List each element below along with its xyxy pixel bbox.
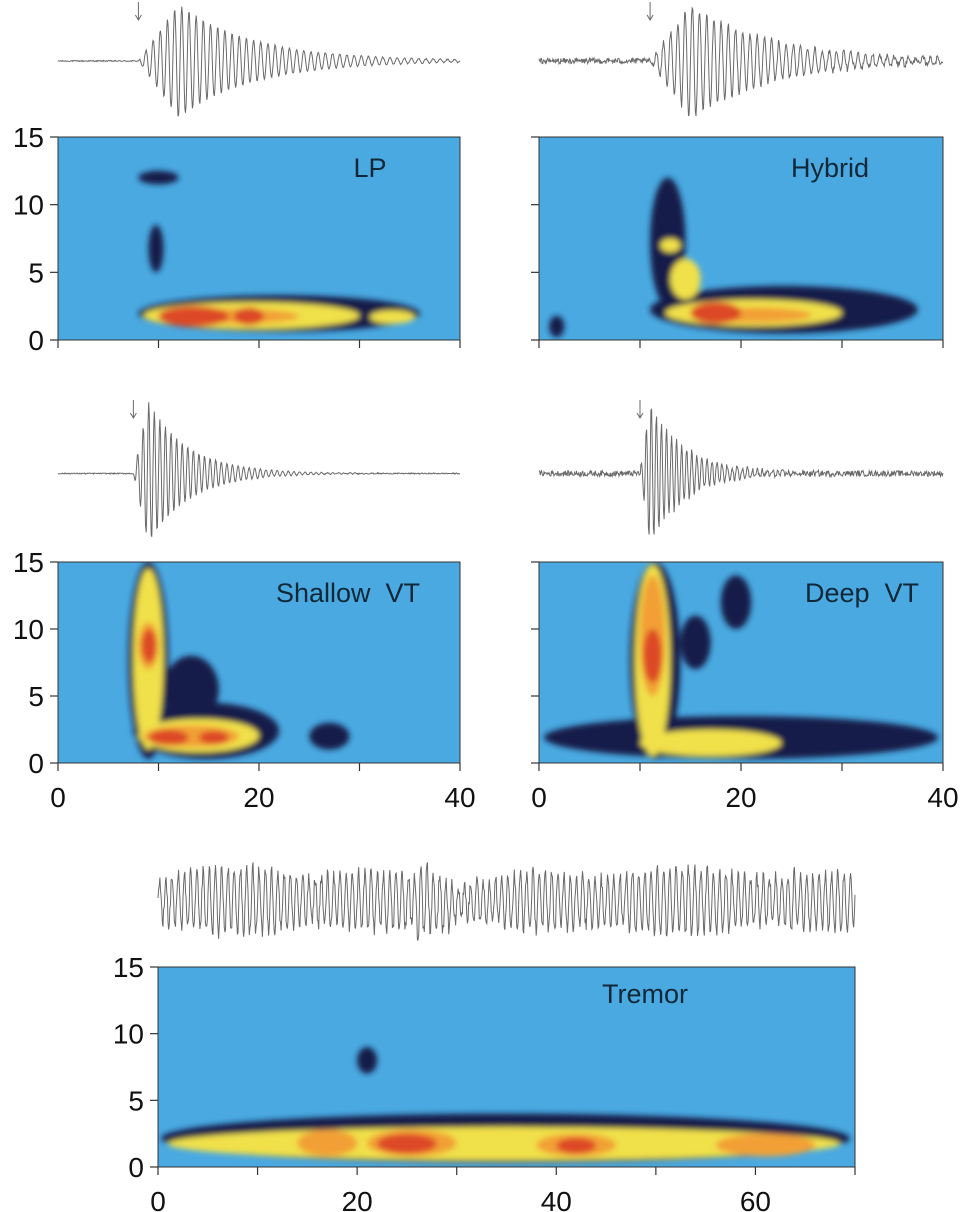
tremor-contour-level-1: [357, 1047, 377, 1074]
tremor-contour-level-3: [716, 1134, 816, 1157]
tremor-ytick-label: 10: [113, 1019, 144, 1050]
panel-lp: 0 5 10 15 LP: [13, 2, 460, 356]
lp-contour-level-2: [370, 310, 415, 324]
tremor-contour-level-4: [556, 1138, 596, 1154]
deep-vt-waveform: [539, 409, 943, 535]
lp-ytick-label: 0: [28, 325, 44, 356]
shallow-vt-xtick-label: 40: [444, 782, 475, 813]
tremor-waveform: [158, 862, 855, 940]
hybrid-contour-level-2: [660, 239, 680, 253]
tremor-xtick-label: 20: [342, 1186, 373, 1212]
lp-contour-level-1: [138, 171, 178, 185]
hybrid-contour-level-1: [549, 316, 564, 338]
tremor-xtick-label: 60: [740, 1186, 771, 1212]
hybrid-waveform: [539, 8, 943, 116]
shallow-vt-contour-level-1: [164, 656, 219, 723]
lp-ytick-label: 10: [13, 190, 44, 221]
hybrid-contour-level-4: [691, 302, 742, 324]
shallow-vt-xtick-label: 0: [50, 782, 66, 813]
tremor-contour-level-4: [377, 1134, 437, 1154]
tremor-ytick-label: 15: [113, 952, 144, 983]
panel-hybrid-title: Hybrid: [791, 153, 869, 183]
panel-deep-vt: 0 20 40 Deep VT: [531, 400, 959, 813]
shallow-vt-ytick-label: 5: [28, 681, 44, 712]
lp-waveform: [58, 7, 460, 117]
tremor-ytick-label: 5: [128, 1085, 144, 1116]
shallow-vt-ytick-label: 10: [13, 614, 44, 645]
shallow-vt-waveform: [58, 402, 460, 536]
deep-vt-contour-level-1: [721, 575, 751, 629]
deep-vt-contour-level-1: [680, 616, 710, 670]
tremor-xtick-label: 0: [150, 1186, 166, 1212]
deep-vt-xtick-label: 40: [927, 782, 958, 813]
tremor-ytick-label: 0: [128, 1152, 144, 1183]
panel-tremor-title: Tremor: [602, 979, 688, 1009]
hybrid-contour-level-2: [670, 259, 700, 300]
shallow-vt-contour-level-1: [309, 723, 349, 750]
shallow-vt-contour-level-4: [142, 629, 157, 663]
shallow-vt-contour-level-4: [199, 731, 229, 744]
shallow-vt-xtick-label: 20: [243, 782, 274, 813]
panel-shallow-vt-title: Shallow VT: [276, 578, 420, 608]
panel-lp-title: LP: [353, 153, 386, 183]
lp-contour-level-4: [234, 308, 264, 326]
deep-vt-xtick-label: 0: [531, 782, 547, 813]
shallow-vt-contour-level-4: [149, 730, 189, 746]
panel-shallow-vt: 0 20 40 0 5 10 15 Shallow VT: [13, 400, 476, 813]
deep-vt-contour-level-4: [643, 629, 662, 683]
lp-contour-level-4: [159, 306, 229, 326]
panel-deep-vt-title: Deep VT: [805, 578, 919, 608]
shallow-vt-ytick-label: 15: [13, 547, 44, 578]
tremor-xtick-label: 40: [541, 1186, 572, 1212]
tremor-contour-level-3: [297, 1130, 357, 1157]
panel-tremor: 0 20 40 60 0 5 10 15 Tremor: [113, 862, 855, 1212]
deep-vt-contour-level-2: [640, 730, 781, 757]
lp-contour-level-1: [149, 225, 164, 272]
lp-ytick-label: 5: [28, 257, 44, 288]
panel-hybrid: Hybrid: [531, 2, 943, 348]
deep-vt-xtick-label: 20: [725, 782, 756, 813]
shallow-vt-ytick-label: 0: [28, 748, 44, 779]
lp-ytick-label: 15: [13, 122, 44, 153]
